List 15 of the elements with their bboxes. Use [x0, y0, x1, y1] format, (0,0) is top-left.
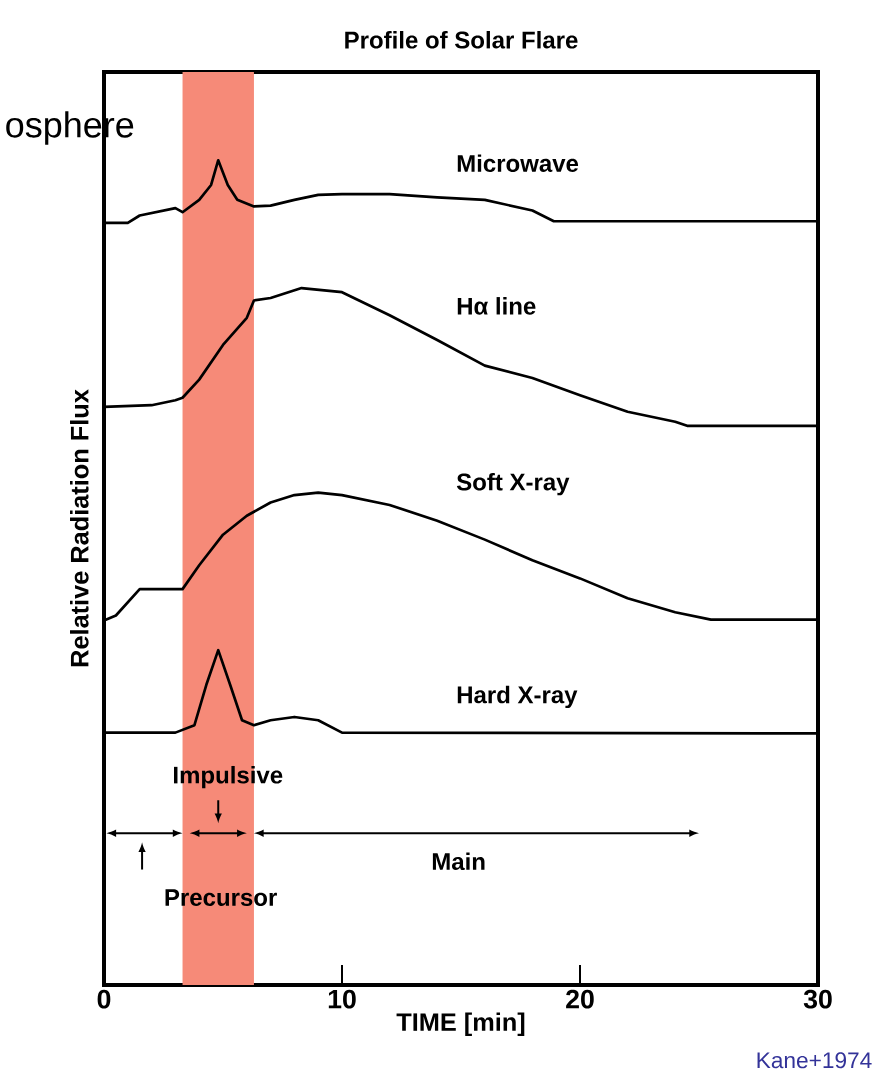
chart-title: Profile of Solar Flare	[345, 30, 578, 49]
x-tick-label: 0	[97, 989, 111, 1009]
x-axis-title: TIME [min]	[396, 1012, 525, 1037]
annotation: Impulsive	[174, 765, 283, 789]
annotation: Main	[432, 852, 485, 871]
series-label: Hard X-ray	[457, 685, 578, 709]
series-label: Soft X-ray	[456, 472, 570, 496]
x-tick-label: 20	[566, 989, 594, 1009]
text: Kane+1974	[757, 1052, 872, 1069]
annotation: Precursor	[165, 889, 277, 906]
y-axis-title: Relative Radiation Flux	[70, 389, 89, 667]
series-label: Microwave	[457, 154, 579, 173]
x-tick-label: 30	[803, 989, 832, 1009]
x-tick-label: 10	[328, 989, 356, 1009]
series-label: Hα line	[457, 297, 536, 315]
